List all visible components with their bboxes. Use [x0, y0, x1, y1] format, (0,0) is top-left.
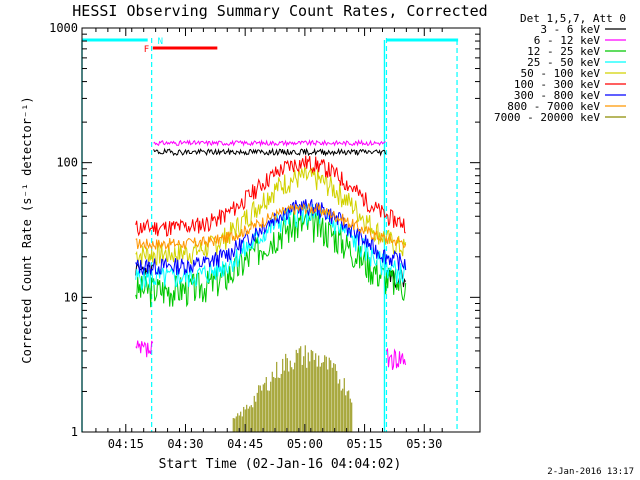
y-tick-label: 1: [71, 425, 78, 439]
chart-title: HESSI Observing Summary Count Rates, Cor…: [72, 2, 487, 20]
series-layer: [135, 138, 407, 432]
flag-f-label: F: [144, 45, 149, 55]
series-line: [135, 340, 154, 358]
x-tick-label: 05:30: [406, 437, 442, 451]
series-line: [386, 348, 406, 371]
legend-entry-label: 7000 - 20000 keV: [494, 111, 600, 124]
series-line: [153, 147, 387, 157]
series-line: [135, 211, 407, 308]
axes-layer: 1 10 100 1000 04:15 04:30 04:45 05:00 05:15 05:30: [49, 21, 481, 451]
legend-entry-label: 300 - 800 keV: [514, 89, 600, 102]
x-tick-label: 04:30: [167, 437, 203, 451]
series-line: [135, 202, 407, 291]
x-tick-label: 04:15: [108, 437, 144, 451]
series-line: [153, 138, 386, 148]
flags-layer: NF: [82, 37, 459, 55]
legend-entry-label: 25 - 50 keV: [527, 56, 600, 69]
legend-entry-label: 50 - 100 keV: [521, 67, 601, 80]
y-axis-label: Corrected Count Rate (s⁻¹ detector⁻¹): [20, 96, 34, 363]
legend-title: Det 1,5,7, Att 0: [520, 12, 626, 25]
x-tick-label: 04:45: [227, 437, 263, 451]
footer-timestamp: 2-Jan-2016 13:17: [547, 467, 634, 477]
x-tick-label: 05:00: [287, 437, 323, 451]
series-line: [135, 202, 407, 251]
y-tick-label: 1000: [49, 21, 78, 35]
x-axis-label: Start Time (02-Jan-16 04:04:02): [159, 457, 402, 472]
legend-entry-label: 6 - 12 keV: [534, 34, 601, 47]
y-tick-label: 10: [64, 290, 78, 304]
flag-n-label: N: [158, 37, 163, 47]
series-line: [135, 155, 406, 237]
legend-entry-label: 100 - 300 keV: [514, 78, 600, 91]
plot-frame: [81, 27, 481, 433]
legend-entry-label: 800 - 7000 keV: [507, 100, 600, 113]
x-tick-label: 05:15: [347, 437, 383, 451]
legend-entry-label: 3 - 6 keV: [540, 23, 600, 36]
y-tick-label: 100: [56, 156, 78, 170]
series-line: [386, 269, 406, 289]
legend-entry-label: 12 - 25 keV: [527, 45, 600, 58]
